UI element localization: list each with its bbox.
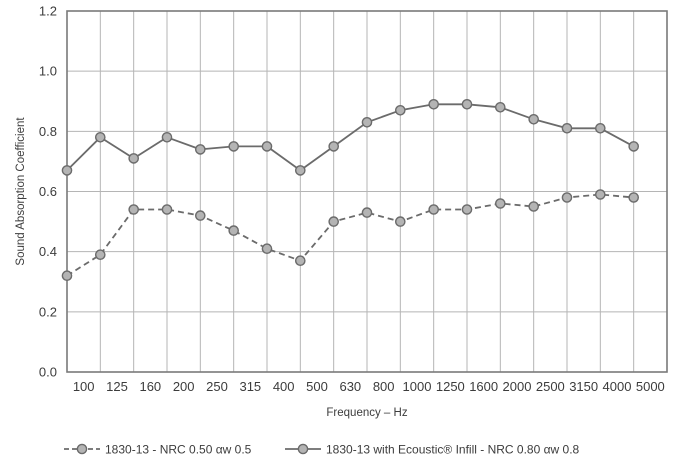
x-tick-label: 125	[106, 379, 128, 394]
series-2-point	[328, 141, 340, 152]
series-1-point	[494, 198, 506, 209]
y-tick-label: 1.2	[39, 4, 57, 19]
x-tick-label: 500	[306, 379, 328, 394]
y-tick-label: 0.6	[39, 184, 57, 199]
x-tick-label: 250	[206, 379, 228, 394]
series-1-point	[428, 204, 440, 215]
series-1-point	[394, 216, 406, 227]
x-tick-label: 1250	[436, 379, 465, 394]
legend-item-series-2-marker	[297, 443, 309, 455]
series-2-point	[161, 131, 173, 143]
x-tick-label: 400	[273, 379, 295, 394]
series-2-point	[494, 102, 506, 113]
x-axis-title: Frequency – Hz	[326, 407, 407, 419]
series-2-point	[95, 131, 106, 143]
series-1-point	[61, 270, 73, 282]
x-tick-label: 630	[339, 379, 361, 394]
series-2-point	[228, 141, 239, 152]
x-tick-label: 5000	[636, 379, 665, 394]
series-2-point	[294, 165, 306, 176]
y-tick-label: 0.0	[39, 365, 57, 380]
series-2-point	[194, 144, 206, 155]
y-tick-label: 0.2	[39, 304, 57, 319]
series-1-point	[128, 204, 139, 215]
series-1-point	[361, 207, 373, 218]
series-1-point	[161, 204, 173, 215]
x-tick-label: 2500	[536, 379, 565, 394]
series-2-point	[561, 123, 573, 134]
series-2-point	[361, 117, 373, 128]
series-1-point	[294, 255, 306, 267]
series-2-point	[428, 99, 440, 110]
series-1-point	[561, 192, 573, 203]
series-1-point	[461, 204, 473, 215]
x-tick-label: 200	[173, 379, 195, 394]
x-tick-label: 4000	[603, 379, 632, 394]
series-2-point	[595, 123, 606, 134]
series-1-point	[595, 189, 606, 200]
series-2-line	[66, 103, 635, 172]
series-2-point	[461, 99, 473, 110]
x-tick-label: 800	[373, 379, 395, 394]
x-tick-label: 1000	[403, 379, 432, 394]
series-1-point	[194, 210, 206, 221]
series-2-point	[128, 153, 139, 164]
y-tick-label: 0.4	[39, 244, 57, 259]
y-tick-label: 0.8	[39, 124, 57, 139]
series-1-point	[228, 225, 239, 236]
plot-frame	[66, 10, 668, 373]
x-tick-label: 315	[239, 379, 261, 394]
series-1-line	[66, 193, 634, 277]
x-tick-label: 1600	[469, 379, 498, 394]
series-1-point	[628, 192, 640, 203]
series-1-point	[328, 216, 340, 227]
x-tick-label: 100	[73, 379, 95, 394]
x-tick-label: 2000	[503, 379, 532, 394]
series-2-point	[261, 141, 273, 152]
series-2-point	[528, 114, 540, 125]
legend-item-series-1-marker	[76, 443, 88, 455]
series-1-point	[528, 201, 540, 212]
series-2-point	[628, 141, 640, 152]
legend-item-series-1-label: 1830-13 - NRC 0.50 αw 0.5	[105, 443, 252, 457]
y-axis-title: Sound Absorption Coefficient	[15, 117, 27, 266]
series-1-point	[261, 243, 273, 254]
y-tick-label: 1.0	[39, 64, 57, 79]
legend-item-series-2-label: 1830-13 with Ecoustic® Infill - NRC 0.80…	[326, 443, 580, 457]
series-1-point	[95, 249, 106, 260]
series-2-point	[61, 165, 73, 176]
x-tick-label: 160	[139, 379, 161, 394]
x-tick-label: 3150	[569, 379, 598, 394]
series-2-point	[394, 105, 406, 116]
